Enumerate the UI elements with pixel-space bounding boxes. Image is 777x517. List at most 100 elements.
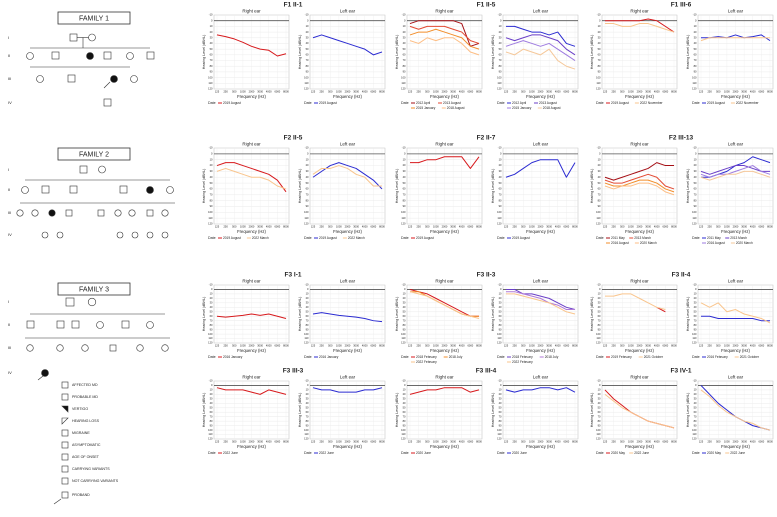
audiogram-line: [505, 34, 576, 56]
x-tick-label: 1000: [724, 440, 730, 444]
audiogram-line: [505, 40, 576, 61]
x-tick-label: 1000: [628, 225, 634, 229]
legend-label: 2022 November: [736, 101, 760, 105]
x-tick-label: 8000: [379, 90, 385, 94]
person: [56, 320, 65, 329]
y-tick-label: 70: [306, 318, 309, 322]
y-tick-label: 100: [208, 428, 213, 432]
y-tick-label: 0: [599, 287, 601, 291]
x-tick-label: 4000: [555, 90, 561, 94]
y-tick-label: 90: [210, 423, 213, 427]
y-tick-label: 50: [210, 405, 213, 409]
y-tick-label: 100: [692, 332, 697, 336]
audiogram-line: [604, 162, 674, 181]
key-symbol: [61, 491, 69, 499]
legend-title: Date: [692, 355, 700, 359]
y-tick-label: 10: [306, 388, 309, 392]
x-tick-label: 6000: [662, 440, 668, 444]
legend-label: 2019 August: [223, 236, 241, 240]
y-tick-label: 60: [210, 187, 213, 191]
y-tick-label: 50: [499, 309, 502, 313]
y-tick-label: 0: [404, 287, 406, 291]
key-label: AGE OF ONSET: [72, 455, 100, 459]
y-tick-label: 0: [500, 152, 502, 156]
y-tick-label: 80: [306, 419, 309, 423]
y-tick-label: 80: [210, 198, 213, 202]
y-tick-label: 80: [694, 323, 697, 327]
x-tick-label: 8000: [572, 90, 578, 94]
x-tick-label: 6000: [662, 90, 668, 94]
x-tick-label: 3000: [353, 225, 359, 229]
key-label: AFFECTED MD: [72, 383, 98, 387]
person: [79, 165, 88, 174]
x-tick-label: 125: [699, 344, 704, 348]
y-axis-label: Hearing Level (dBHL): [298, 35, 302, 70]
person: [41, 185, 50, 194]
y-tick-label: 100: [497, 332, 502, 336]
legend-label: 2019 August: [223, 101, 241, 105]
family-title: FAMILY 2: [79, 151, 109, 158]
y-tick-label: 40: [694, 175, 697, 179]
legend-label: 2015 January: [512, 106, 532, 110]
x-tick-label: 6000: [467, 225, 473, 229]
x-tick-label: 500: [232, 440, 237, 444]
y-tick-label: 90: [598, 423, 601, 427]
ear-title: Right ear: [435, 9, 454, 14]
legend-label: 2022 March: [252, 236, 269, 240]
y-tick-label: 120: [497, 341, 502, 345]
x-axis-label: Frequency (Hz): [237, 348, 266, 353]
y-tick-label: 30: [694, 169, 697, 173]
x-tick-label: 4000: [362, 225, 368, 229]
audiogram-line: [312, 165, 382, 187]
x-tick-label: 250: [611, 90, 616, 94]
legend-title: Date: [304, 236, 312, 240]
person: [41, 369, 49, 377]
y-tick-label: 90: [598, 204, 601, 208]
x-axis-label: Frequency (Hz): [430, 348, 459, 353]
y-tick-label: 50: [210, 181, 213, 185]
audiogram-line: [700, 389, 771, 431]
y-tick-label: 110: [692, 336, 697, 340]
y-axis-label: Hearing Level (dBHL): [686, 297, 690, 332]
x-axis-label: Frequency (Hz): [333, 444, 362, 449]
y-tick-label: 40: [598, 401, 601, 405]
y-tick-label: 70: [306, 58, 309, 62]
legend-label: 2018 February: [416, 355, 437, 359]
y-tick-label: 0: [211, 18, 213, 22]
y-tick-label: 10: [403, 24, 406, 28]
y-tick-label: 40: [499, 401, 502, 405]
y-tick-label: 20: [694, 392, 697, 396]
x-tick-label: 2000: [733, 225, 739, 229]
x-tick-label: 4000: [750, 344, 756, 348]
generation-label: III: [8, 76, 11, 81]
y-tick-label: 110: [304, 216, 309, 220]
x-tick-label: 3000: [450, 225, 456, 229]
y-tick-label: 90: [306, 70, 309, 74]
y-tick-label: 30: [403, 35, 406, 39]
y-tick-label: 120: [401, 87, 406, 91]
y-tick-label: 60: [306, 410, 309, 414]
legend-label: 2022 June: [319, 451, 334, 455]
y-tick-label: 0: [500, 383, 502, 387]
y-tick-label: 50: [499, 181, 502, 185]
y-tick-label: 40: [598, 41, 601, 45]
y-tick-label: 100: [304, 428, 309, 432]
y-tick-label: 120: [401, 437, 406, 441]
x-tick-label: 3000: [353, 440, 359, 444]
person: [146, 231, 154, 239]
y-tick-label: 60: [598, 187, 601, 191]
y-tick-label: 20: [403, 163, 406, 167]
legend-label: 2022 February: [416, 360, 437, 364]
ear-title: Left ear: [533, 142, 549, 147]
key-symbol: [61, 417, 69, 425]
person: [69, 33, 78, 42]
x-tick-label: 500: [716, 344, 721, 348]
y-tick-label: 30: [499, 397, 502, 401]
audiogram-line: [505, 48, 576, 70]
panel-title: F3 II-3: [477, 272, 496, 279]
x-tick-label: 125: [311, 90, 316, 94]
x-tick-label: 500: [716, 440, 721, 444]
y-tick-label: 70: [403, 414, 406, 418]
y-tick-label: 80: [499, 64, 502, 68]
audiogram-line: [604, 182, 675, 196]
